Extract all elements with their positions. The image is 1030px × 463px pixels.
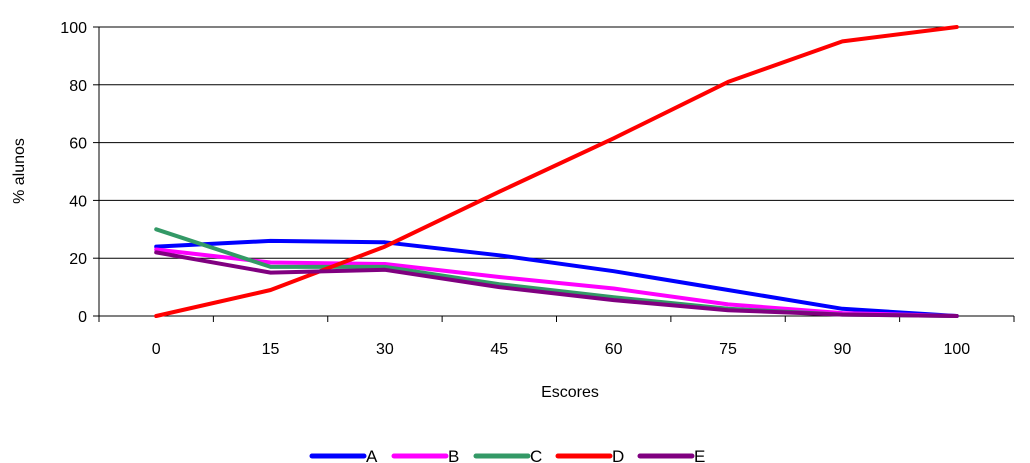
legend-label: C: [530, 447, 542, 463]
y-tick-labels: 0 20 40 60 80 100: [60, 20, 87, 326]
legend-label: D: [612, 447, 624, 463]
legend-item-c: C: [473, 447, 542, 463]
x-tick-labels: 0 15 30 45 60 75 90 100: [152, 341, 971, 358]
gridlines: [99, 26, 1014, 259]
series-line-e: [154, 250, 959, 318]
x-tick-label: 100: [943, 341, 970, 358]
y-tick-label: 20: [69, 251, 87, 268]
x-tick-label: 30: [376, 341, 394, 358]
legend-item-a: A: [309, 447, 378, 463]
x-tick-label: 45: [490, 341, 508, 358]
x-tick-label: 75: [719, 341, 737, 358]
x-tick-label: 15: [262, 341, 280, 358]
series-line-d: [154, 25, 959, 318]
legend-item-d: D: [555, 447, 624, 463]
x-axis-title: Escores: [541, 384, 599, 401]
y-tick-label: 60: [69, 136, 87, 153]
y-tick-label: 40: [69, 193, 87, 210]
y-tick-label: 100: [60, 20, 87, 37]
legend-label: E: [694, 447, 705, 463]
series-line-a: [154, 238, 959, 318]
y-tick-label: 0: [78, 309, 87, 326]
legend-item-b: B: [391, 447, 459, 463]
legend-label: A: [366, 447, 378, 463]
legend-item-e: E: [637, 447, 705, 463]
legend: A B C D E: [309, 447, 705, 463]
series-lines: [154, 25, 959, 318]
axes: [93, 26, 1015, 322]
x-tick-label: 0: [152, 341, 161, 358]
y-tick-label: 80: [69, 78, 87, 95]
x-tick-label: 60: [605, 341, 623, 358]
x-tick-label: 90: [834, 341, 852, 358]
y-axis-title: % alunos: [11, 138, 28, 204]
legend-label: B: [448, 447, 459, 463]
